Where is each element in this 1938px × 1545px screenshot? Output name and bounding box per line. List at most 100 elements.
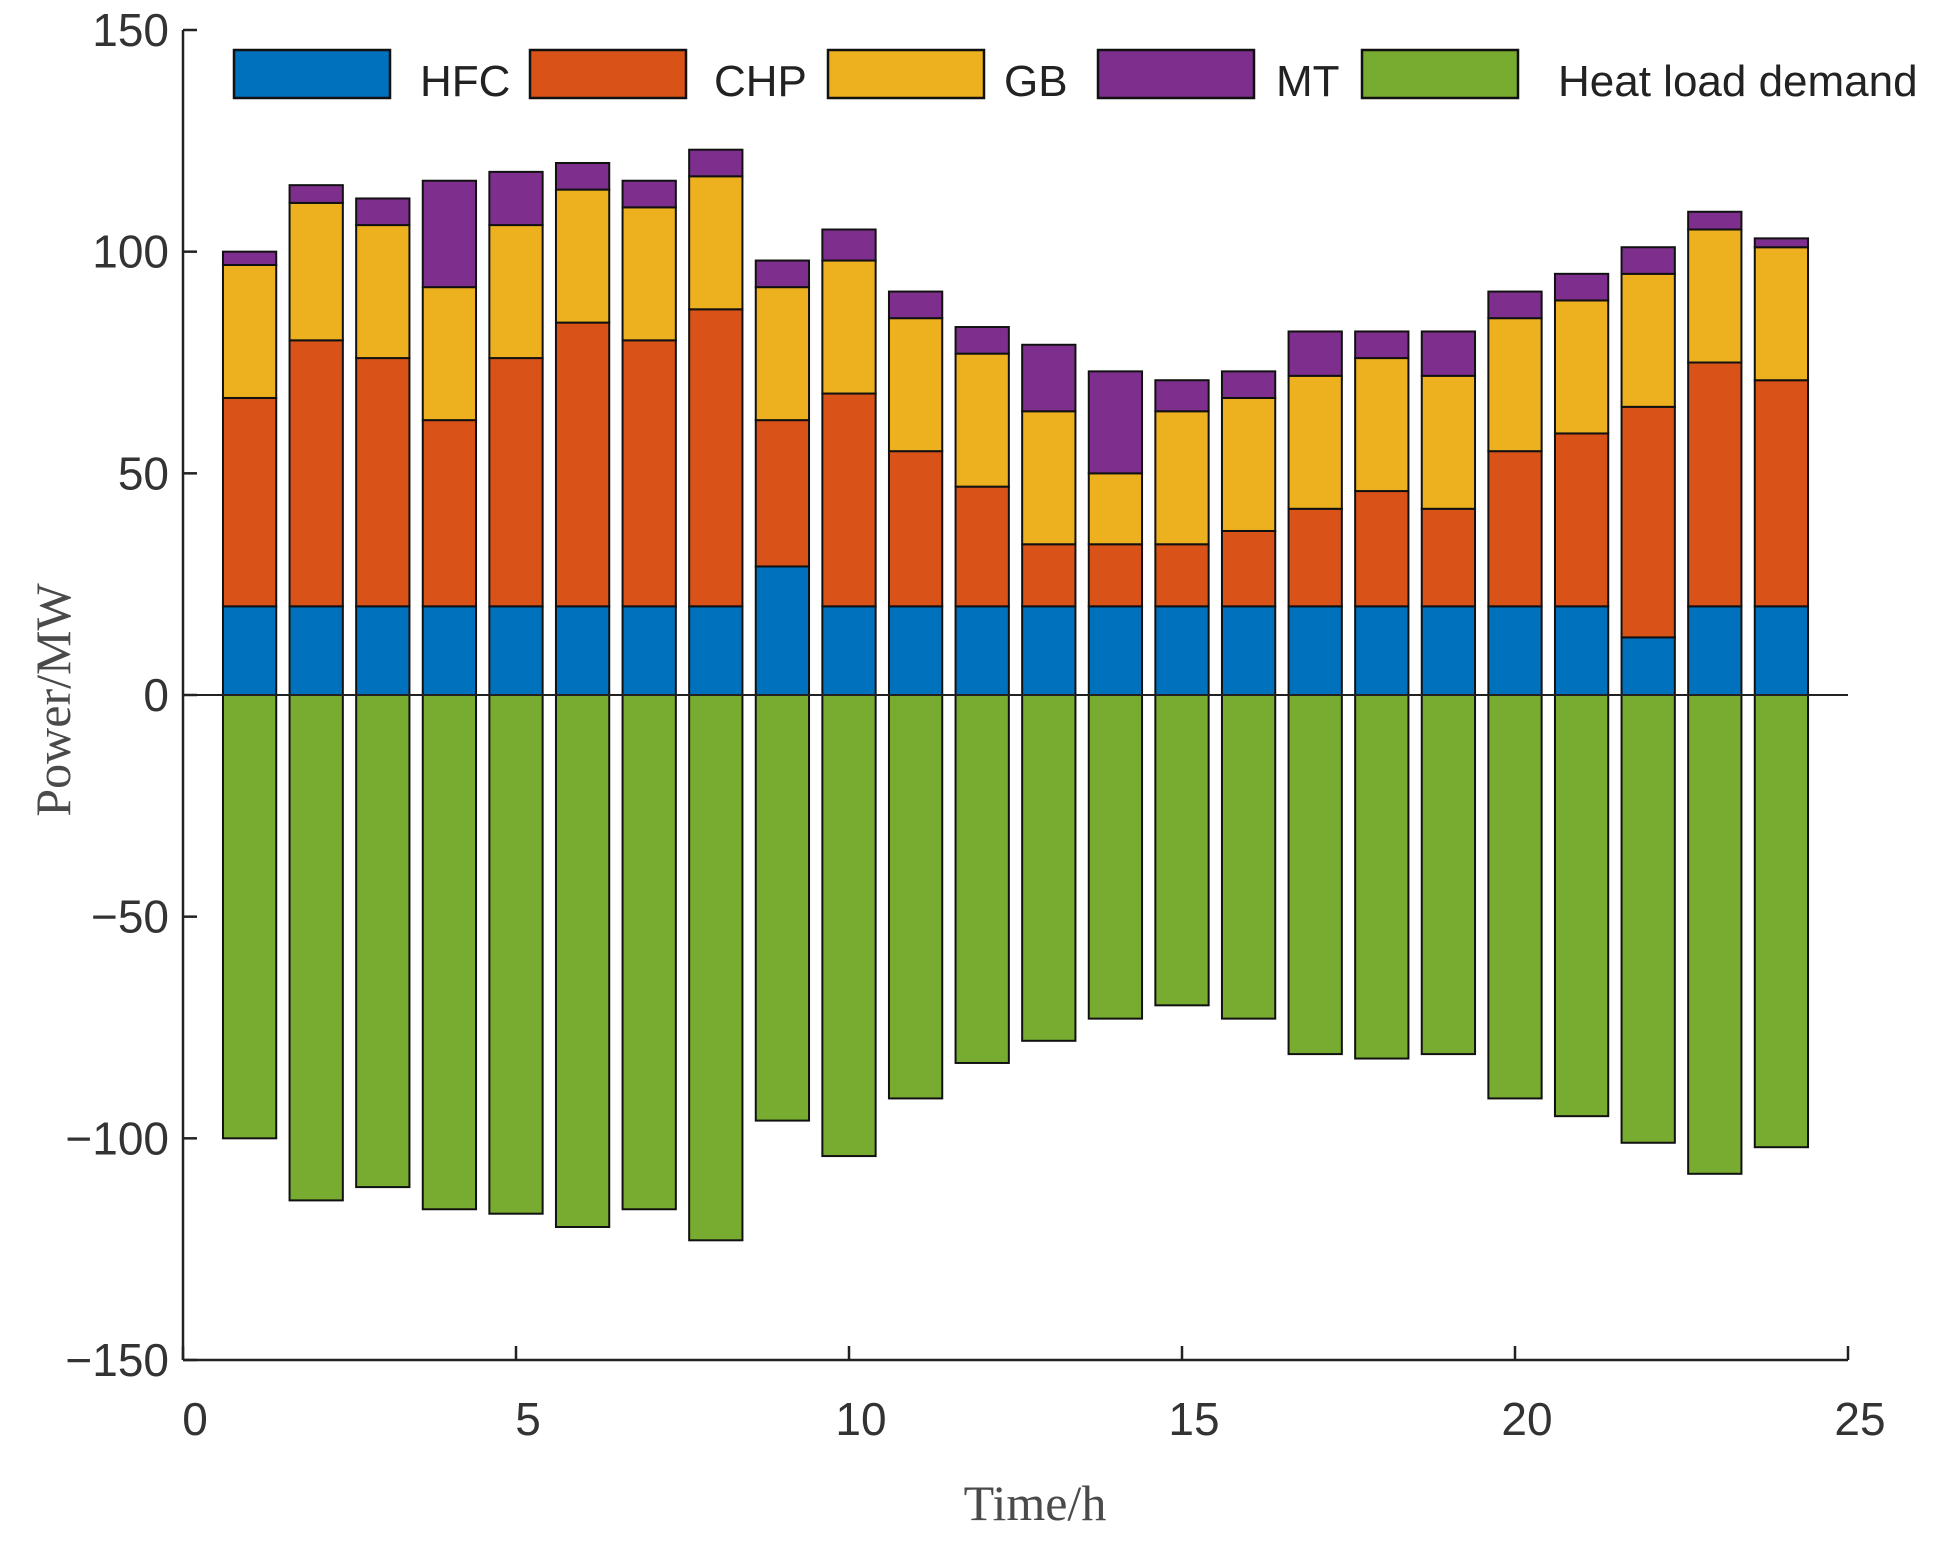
bar-heat-load-demand-t9 [754, 694, 811, 1122]
bar-mt-t22 [1620, 246, 1676, 275]
bar-heat-load-demand-t4 [421, 694, 478, 1211]
x-tick-label: 25 [1834, 1393, 1885, 1445]
bar-gb-t3 [355, 224, 411, 360]
bar-gb-t1 [221, 263, 278, 399]
bar-gb-t9 [754, 286, 811, 422]
bar-mt-t2 [288, 184, 344, 204]
bar-mt-t16 [1220, 370, 1277, 399]
bar-chp-t12 [954, 485, 1010, 608]
bar-mt-t9 [754, 259, 811, 289]
bar-hfc-t8 [688, 605, 744, 696]
legend-swatch-heat-load-demand [1360, 48, 1520, 100]
bar-chp-t18 [1354, 490, 1410, 608]
bar-gb-t6 [554, 188, 611, 324]
bar-chp-t5 [488, 357, 544, 608]
bar-heat-load-demand-t24 [1753, 694, 1810, 1149]
bar-chp-t21 [1553, 432, 1610, 608]
bar-hfc-t17 [1287, 605, 1343, 696]
bar-chp-t6 [554, 321, 611, 608]
bar-gb-t18 [1354, 357, 1410, 493]
y-tick-label: −100 [65, 1112, 169, 1164]
bar-chp-t8 [688, 308, 744, 608]
bar-hfc-t24 [1753, 605, 1810, 696]
bar-mt-t4 [421, 179, 478, 289]
bar-mt-t17 [1287, 330, 1343, 377]
x-tick-label: 10 [835, 1393, 886, 1445]
legend-swatch-mt [1096, 48, 1256, 100]
y-tick-label: 50 [118, 447, 169, 499]
bar-hfc-t3 [355, 605, 411, 696]
bar-hfc-t10 [821, 605, 877, 696]
bar-gb-t17 [1287, 374, 1343, 510]
bar-heat-load-demand-t22 [1620, 694, 1676, 1144]
bar-chp-t11 [887, 450, 944, 608]
bar-heat-load-demand-t18 [1354, 694, 1410, 1060]
bar-mt-t7 [621, 179, 677, 209]
bar-hfc-t1 [221, 605, 278, 696]
bar-hfc-t15 [1154, 605, 1210, 696]
bar-mt-t10 [821, 228, 877, 262]
legend-label-hfc: HFC [420, 57, 510, 106]
bar-heat-load-demand-t1 [221, 694, 278, 1140]
bar-chp-t17 [1287, 507, 1343, 608]
bar-mt-t8 [688, 148, 744, 178]
bar-chp-t7 [621, 339, 677, 608]
x-tick-label: 5 [515, 1393, 541, 1445]
bar-heat-load-demand-t2 [288, 694, 344, 1202]
bar-hfc-t7 [621, 605, 677, 696]
bar-hfc-t12 [954, 605, 1010, 696]
bar-gb-t20 [1487, 317, 1543, 453]
bars-layer [221, 148, 1810, 1242]
bar-hfc-t22 [1620, 636, 1676, 696]
y-tick-label: 100 [92, 226, 169, 278]
bar-heat-load-demand-t20 [1487, 694, 1543, 1100]
bar-hfc-t23 [1687, 605, 1743, 696]
x-tick-label: 0 [182, 1393, 208, 1445]
bar-gb-t19 [1420, 374, 1477, 510]
bar-chp-t10 [821, 392, 877, 608]
bar-gb-t7 [621, 206, 677, 342]
legend-label-chp: CHP [714, 57, 807, 106]
bar-gb-t12 [954, 352, 1010, 488]
bar-heat-load-demand-t15 [1154, 694, 1210, 1007]
bar-chp-t22 [1620, 405, 1676, 639]
x-tick-label: 20 [1501, 1393, 1552, 1445]
bar-gb-t4 [421, 286, 478, 422]
bar-hfc-t6 [554, 605, 611, 696]
legend-swatch-gb [826, 48, 986, 100]
bar-heat-load-demand-t19 [1420, 694, 1477, 1056]
bar-mt-t14 [1087, 370, 1144, 475]
bar-heat-load-demand-t8 [688, 694, 744, 1242]
bar-chp-t4 [421, 419, 478, 608]
bar-mt-t11 [887, 290, 944, 320]
bar-hfc-t19 [1420, 605, 1477, 696]
x-tick-label: 15 [1168, 1393, 1219, 1445]
bar-mt-t15 [1154, 379, 1210, 413]
bar-mt-t21 [1553, 272, 1610, 302]
bar-hfc-t4 [421, 605, 478, 696]
bar-heat-load-demand-t5 [488, 694, 544, 1215]
bar-heat-load-demand-t21 [1553, 694, 1610, 1118]
bar-gb-t11 [887, 317, 944, 453]
bar-hfc-t16 [1220, 605, 1277, 696]
bar-gb-t15 [1154, 410, 1210, 546]
bar-chp-t1 [221, 396, 278, 608]
bar-chp-t13 [1021, 543, 1077, 608]
bar-mt-t3 [355, 197, 411, 227]
y-tick-label: 0 [143, 669, 169, 721]
bar-mt-t20 [1487, 290, 1543, 320]
bar-mt-t13 [1021, 343, 1077, 413]
bar-heat-load-demand-t7 [621, 694, 677, 1211]
bar-hfc-t18 [1354, 605, 1410, 696]
legend: HFC CHP GB MT Heat load demand [232, 48, 1918, 106]
y-tick-label: 150 [92, 4, 169, 56]
bar-heat-load-demand-t17 [1287, 694, 1343, 1056]
bar-mt-t24 [1753, 237, 1810, 249]
legend-label-gb: GB [1004, 57, 1068, 106]
y-axis-title: Power/MW [25, 583, 81, 817]
bar-mt-t18 [1354, 330, 1410, 360]
bar-heat-load-demand-t6 [554, 694, 611, 1228]
bar-hfc-t2 [288, 605, 344, 696]
bar-gb-t8 [688, 175, 744, 311]
